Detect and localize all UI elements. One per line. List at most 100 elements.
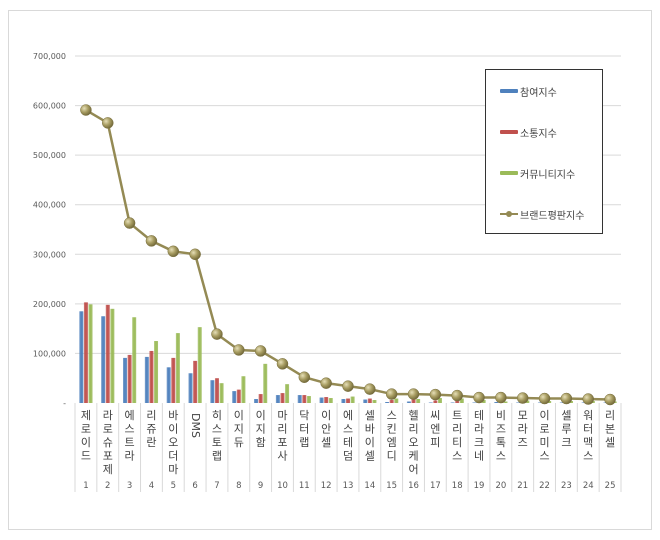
rank-label: 2 [105,481,110,491]
category-label: 마 [277,409,287,422]
line-marker-icon [495,391,507,404]
category-label: 바 [365,423,375,436]
category-label: 포 [277,436,287,449]
category-label: 덤 [343,450,353,463]
bar-communication [280,393,285,403]
rank-label: 10 [277,481,288,491]
bar-community [547,401,552,403]
line-marker-icon [604,393,616,406]
category-label: 루 [561,423,571,436]
category-label: 모 [518,409,528,422]
category-label: 본 [605,423,615,436]
green-swatch-icon [500,171,518,175]
bar-community [241,376,246,403]
category-label: 터 [299,423,309,436]
bar-participation [516,402,521,404]
bar-communication [346,398,350,403]
category-label: 어 [408,463,418,476]
bar-community [459,398,464,403]
bar-participation [472,402,477,404]
line-marker-icon [500,210,518,218]
line-marker-icon [385,388,398,400]
rank-label: 23 [561,481,572,491]
category-label: 스 [496,450,506,463]
rank-label: 21 [517,481,528,491]
category-label: 비 [496,409,506,422]
bar-community [263,363,268,403]
category-label: 스 [212,423,222,436]
category-label: 트 [452,409,462,422]
bar-participation [232,391,237,403]
category-label: 이 [168,423,178,436]
bar-communication [455,401,460,403]
rank-label: 18 [452,481,463,491]
bar-community [306,396,311,403]
rank-label: 16 [408,481,419,491]
line-marker-icon [189,248,201,261]
category-label: 히 [212,408,222,422]
line-marker-icon [451,389,463,402]
category-label: 셀 [365,409,375,422]
category-label: 리 [408,423,418,436]
category-label: 오 [168,436,178,449]
bar-participation [210,380,215,403]
rank-label: 15 [386,481,397,491]
line-marker-icon [233,344,245,356]
category-label: 토 [212,436,222,449]
category-label: 네 [474,450,484,463]
rank-label: 13 [343,481,354,491]
category-label: 피 [430,436,440,449]
y-tick-label: 500,000 [33,151,66,160]
category-label: 제 [103,463,113,476]
bar-participation [254,399,259,403]
bar-community [285,384,290,403]
bar-participation [79,311,84,403]
category-label: 케 [408,450,418,463]
bar-community [88,304,93,403]
bar-participation [144,356,149,403]
category-label: 바 [168,409,178,422]
category-label: 엔 [430,423,440,436]
category-label: 마 [168,463,178,476]
category-label: 지 [234,423,244,436]
rank-label: 22 [539,481,550,491]
rank-label: 4 [149,481,154,491]
rank-label: 14 [364,481,375,491]
bar-communication [302,395,307,403]
category-label: 맥 [583,436,593,449]
y-tick-label: 400,000 [33,201,66,210]
bar-participation [123,357,127,403]
rank-label: 20 [495,481,506,491]
category-label: 크 [474,436,484,449]
bar-community [503,401,508,403]
bar-participation [450,402,455,404]
category-label: 워 [583,409,593,422]
category-label: 셀 [321,436,331,449]
legend-item-participation: 참여지수 [500,84,557,99]
bar-community [154,341,159,403]
rank-label: 6 [192,481,197,491]
category-label: 즈 [518,436,528,449]
category-label: 스 [125,423,135,436]
bar-community [350,396,355,403]
line-marker-icon [516,392,529,404]
bar-participation [581,402,586,404]
category-label: 스 [539,450,549,463]
bar-participation [166,367,171,403]
chart-legend: 참여지수 소통지수 커뮤니티지수 브랜드평판지수 [485,69,603,234]
category-label: 테 [343,436,353,449]
bar-participation [537,402,542,404]
rank-label: 24 [583,481,594,491]
line-marker-icon [145,235,158,247]
bar-community [525,400,530,403]
bar-community [481,400,486,403]
category-label: 셀 [561,409,571,422]
category-label: 슈 [103,436,113,449]
line-marker-icon [582,393,594,405]
rank-label: 17 [430,481,441,491]
category-label: 씨 [430,409,440,422]
category-label: 란 [146,436,156,449]
line-marker-icon [342,380,354,392]
category-label: 듀 [234,436,244,449]
category-label: 이 [539,409,549,422]
